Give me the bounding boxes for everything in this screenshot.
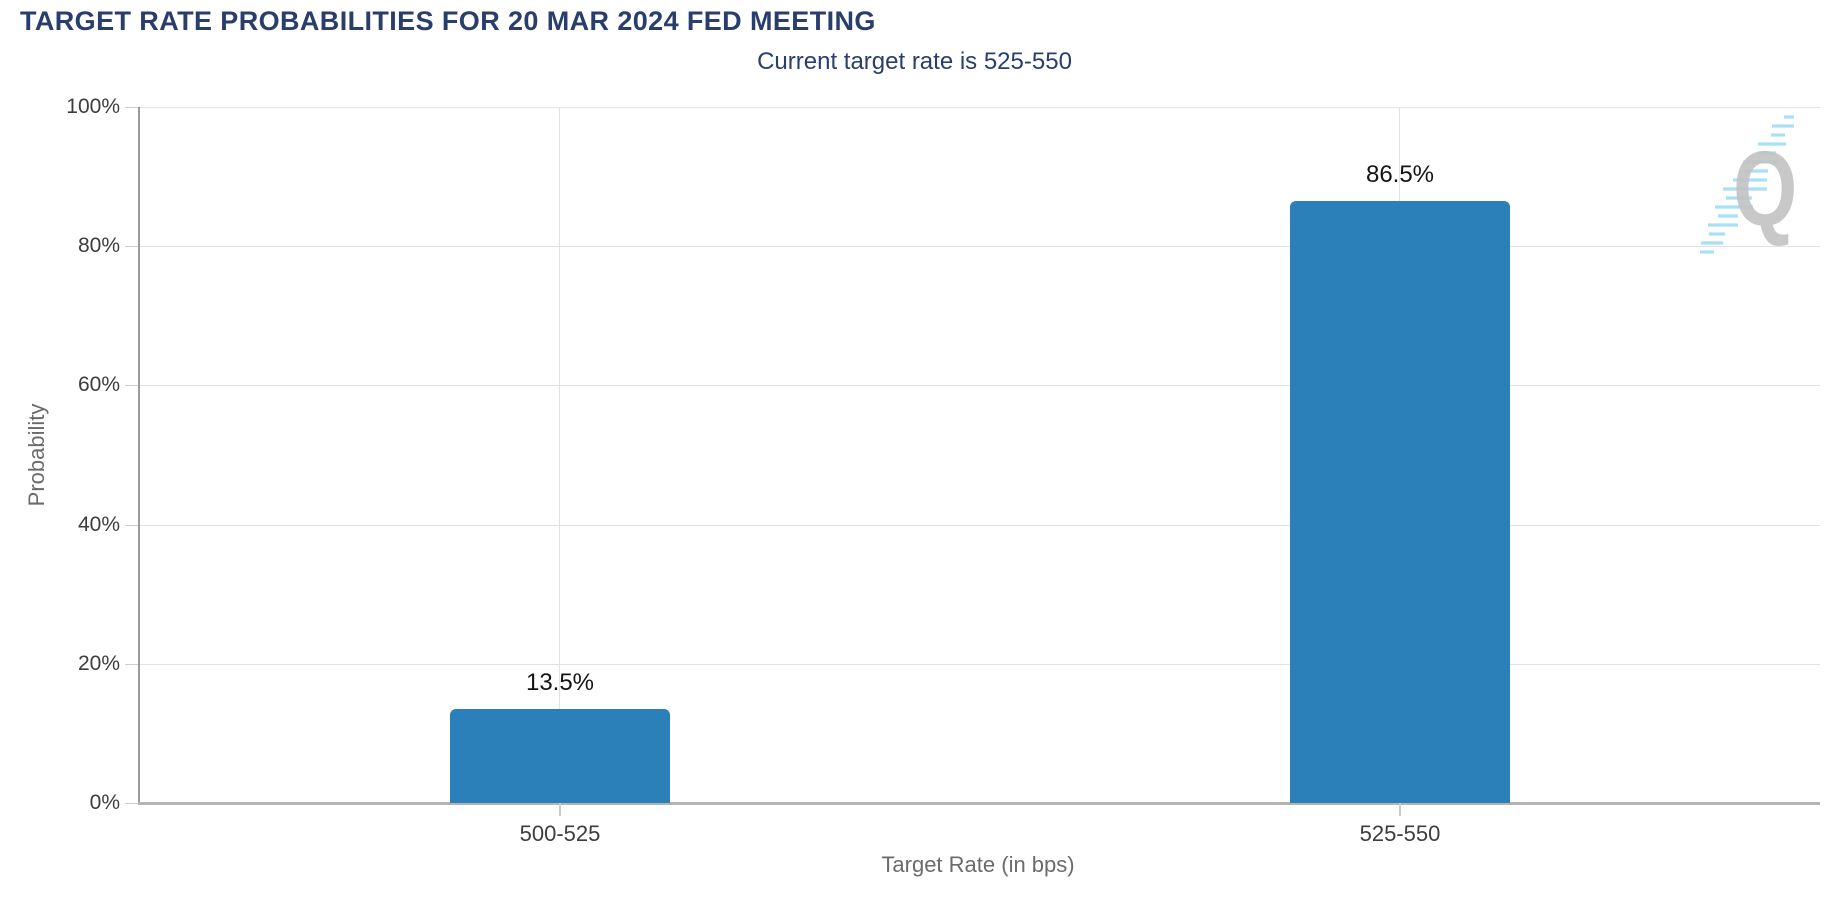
h-gridline [140, 663, 1820, 665]
y-axis-tick [125, 107, 138, 108]
y-axis-tick [125, 385, 138, 387]
page-title: TARGET RATE PROBABILITIES FOR 20 MAR 202… [20, 6, 876, 36]
x-axis-tick [559, 803, 561, 816]
y-tick-label: 40% [77, 512, 120, 536]
x-axis-tick [1399, 803, 1401, 816]
y-axis-tick [125, 803, 138, 804]
x-axis-title: Target Rate (in bps) [881, 852, 1075, 877]
plot-area: 0% 20% 40% 60% 80% 100% 13.5% 500-525 86.5% 525-5… [66, 95, 1820, 846]
y-axis-tick [125, 663, 138, 665]
v-gridline [559, 107, 560, 803]
y-axis-tick [125, 524, 138, 526]
y-tick-label: 60% [77, 373, 120, 397]
h-gridline [140, 107, 1820, 108]
y-axis-tick [125, 246, 138, 248]
y-tick-label: 0% [89, 791, 120, 814]
x-tick-label: 500-525 [519, 821, 601, 846]
bar-value-label: 86.5% [1365, 160, 1435, 188]
x-axis-line [138, 802, 1820, 805]
y-tick-label: 100% [66, 95, 120, 118]
h-gridline [140, 246, 1820, 248]
probability-bar [450, 709, 670, 803]
chart-subtitle: Current target rate is 525-550 [757, 48, 1072, 75]
bar-value-label: 13.5% [525, 669, 595, 697]
h-gridline [140, 385, 1820, 387]
probability-bar [1290, 200, 1510, 803]
y-tick-label: 80% [77, 234, 120, 258]
x-tick-label: 525-550 [1359, 821, 1441, 846]
h-gridline [140, 524, 1820, 526]
y-tick-label: 20% [77, 651, 120, 675]
y-axis-title: Probability [24, 403, 49, 507]
